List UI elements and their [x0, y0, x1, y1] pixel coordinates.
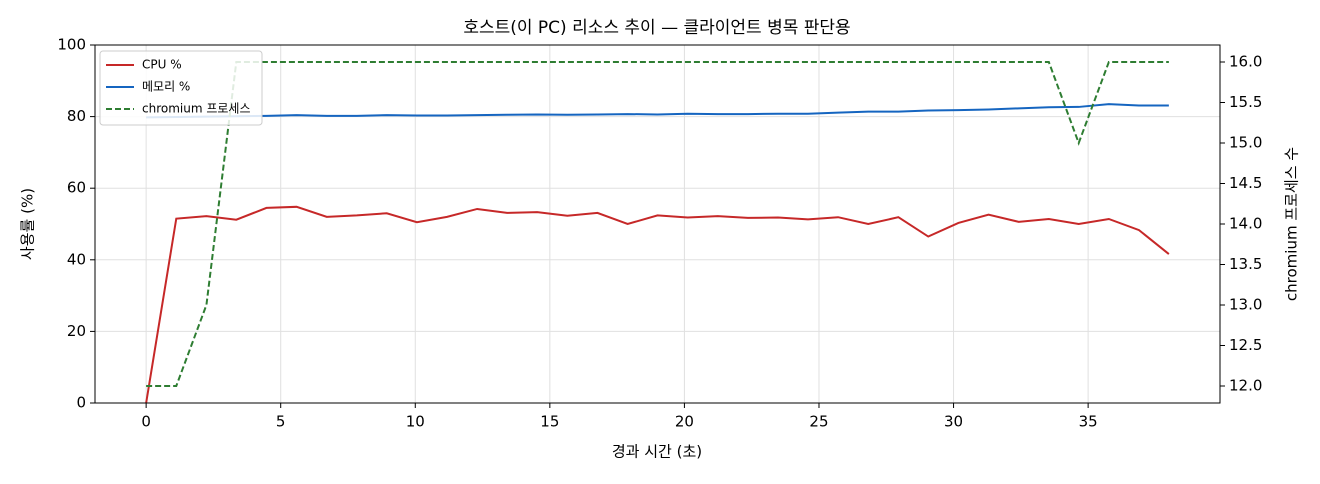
y2-tick-label: 13.0 [1229, 295, 1262, 313]
series-line [146, 103, 1169, 119]
x-tick-label: 30 [944, 413, 963, 431]
plot-frame [94, 44, 1221, 404]
x-axis-label: 경과 시간 (초) [612, 443, 702, 461]
y-axis-label: 사용률 (%) [19, 188, 37, 260]
y2-tick-label: 16.0 [1229, 53, 1262, 71]
x-tick-label: 20 [675, 413, 694, 431]
x-tick-label: 10 [406, 413, 425, 431]
y-tick-label: 40 [67, 250, 86, 268]
legend: CPU % 메모리 % chromium 프로세스 [99, 50, 263, 126]
y2-tick-label: 14.5 [1229, 174, 1262, 192]
x-tick-label: 0 [141, 413, 151, 431]
x-tick-label: 35 [1079, 413, 1098, 431]
y2-tick-label: 13.5 [1229, 255, 1262, 273]
y2-tick-label: 12.5 [1229, 336, 1262, 354]
y2-tick-label: 14.0 [1229, 215, 1262, 233]
series-line [146, 61, 1169, 387]
legend-box [99, 50, 263, 126]
x-tick-label: 25 [809, 413, 828, 431]
chart-title: 호스트(이 PC) 리소스 추이 — 클라이언트 병목 판단용 [463, 18, 850, 38]
y2-tick-label: 12.0 [1229, 376, 1262, 394]
y2-axis-label: chromium 프로세스 수 [1283, 147, 1301, 301]
y-tick-label: 60 [67, 179, 86, 197]
x-tick-label: 5 [276, 413, 286, 431]
legend-label: CPU % [142, 58, 182, 72]
y-tick-label: 0 [76, 394, 86, 412]
legend-label: chromium 프로세스 [142, 102, 251, 116]
y-tick-label: 100 [57, 36, 86, 54]
series-line [145, 205, 1170, 404]
y-tick-label: 20 [67, 322, 86, 340]
y-tick-label: 80 [67, 107, 86, 125]
y2-tick-label: 15.5 [1229, 93, 1262, 111]
legend-label: 메모리 % [142, 80, 190, 94]
y2-tick-label: 15.0 [1229, 134, 1262, 152]
x-tick-label: 15 [540, 413, 559, 431]
